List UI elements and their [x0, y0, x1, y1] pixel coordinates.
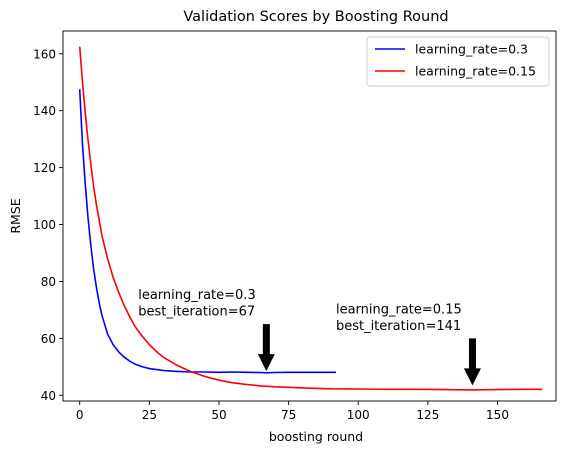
x-tick-label: 150	[486, 408, 509, 422]
annotation-text-1: learning_rate=0.3	[138, 288, 256, 303]
annotation-arrow-1	[257, 324, 275, 372]
x-tick-label: 50	[211, 408, 226, 422]
x-tick-label: 125	[416, 408, 439, 422]
x-tick-label: 0	[76, 408, 84, 422]
x-tick-label: 75	[281, 408, 296, 422]
annotation-text-1: best_iteration=67	[138, 305, 255, 320]
y-tick-label: 100	[33, 218, 56, 232]
legend-label-1: learning_rate=0.3	[415, 42, 528, 57]
y-tick-label: 140	[33, 104, 56, 118]
y-tick-label: 80	[41, 275, 56, 289]
x-tick-label: 100	[347, 408, 370, 422]
x-axis-label: boosting round	[269, 429, 363, 444]
y-tick-label: 40	[41, 389, 56, 403]
chart-title: Validation Scores by Boosting Round	[183, 9, 448, 25]
series-line-2	[78, 46, 543, 391]
plot-area: 0 25 50 75 100 125 150 40 60 80 100 120 140 160 learni…	[33, 30, 557, 422]
annotation-arrow-2	[463, 338, 481, 386]
legend-box	[366, 36, 550, 87]
y-tick-label: 160	[33, 47, 56, 61]
y-tick-label: 60	[41, 332, 56, 346]
legend-label-2: learning_rate=0.15	[415, 64, 536, 79]
y-axis-label: RMSE	[8, 198, 23, 233]
series-line-1	[78, 89, 336, 374]
x-tick-label: 25	[142, 408, 157, 422]
annotation-text-2: best_iteration=141	[336, 319, 461, 334]
axes-frame	[62, 30, 557, 402]
y-tick-label: 120	[33, 161, 56, 175]
annotation-text-2: learning_rate=0.15	[336, 302, 462, 317]
